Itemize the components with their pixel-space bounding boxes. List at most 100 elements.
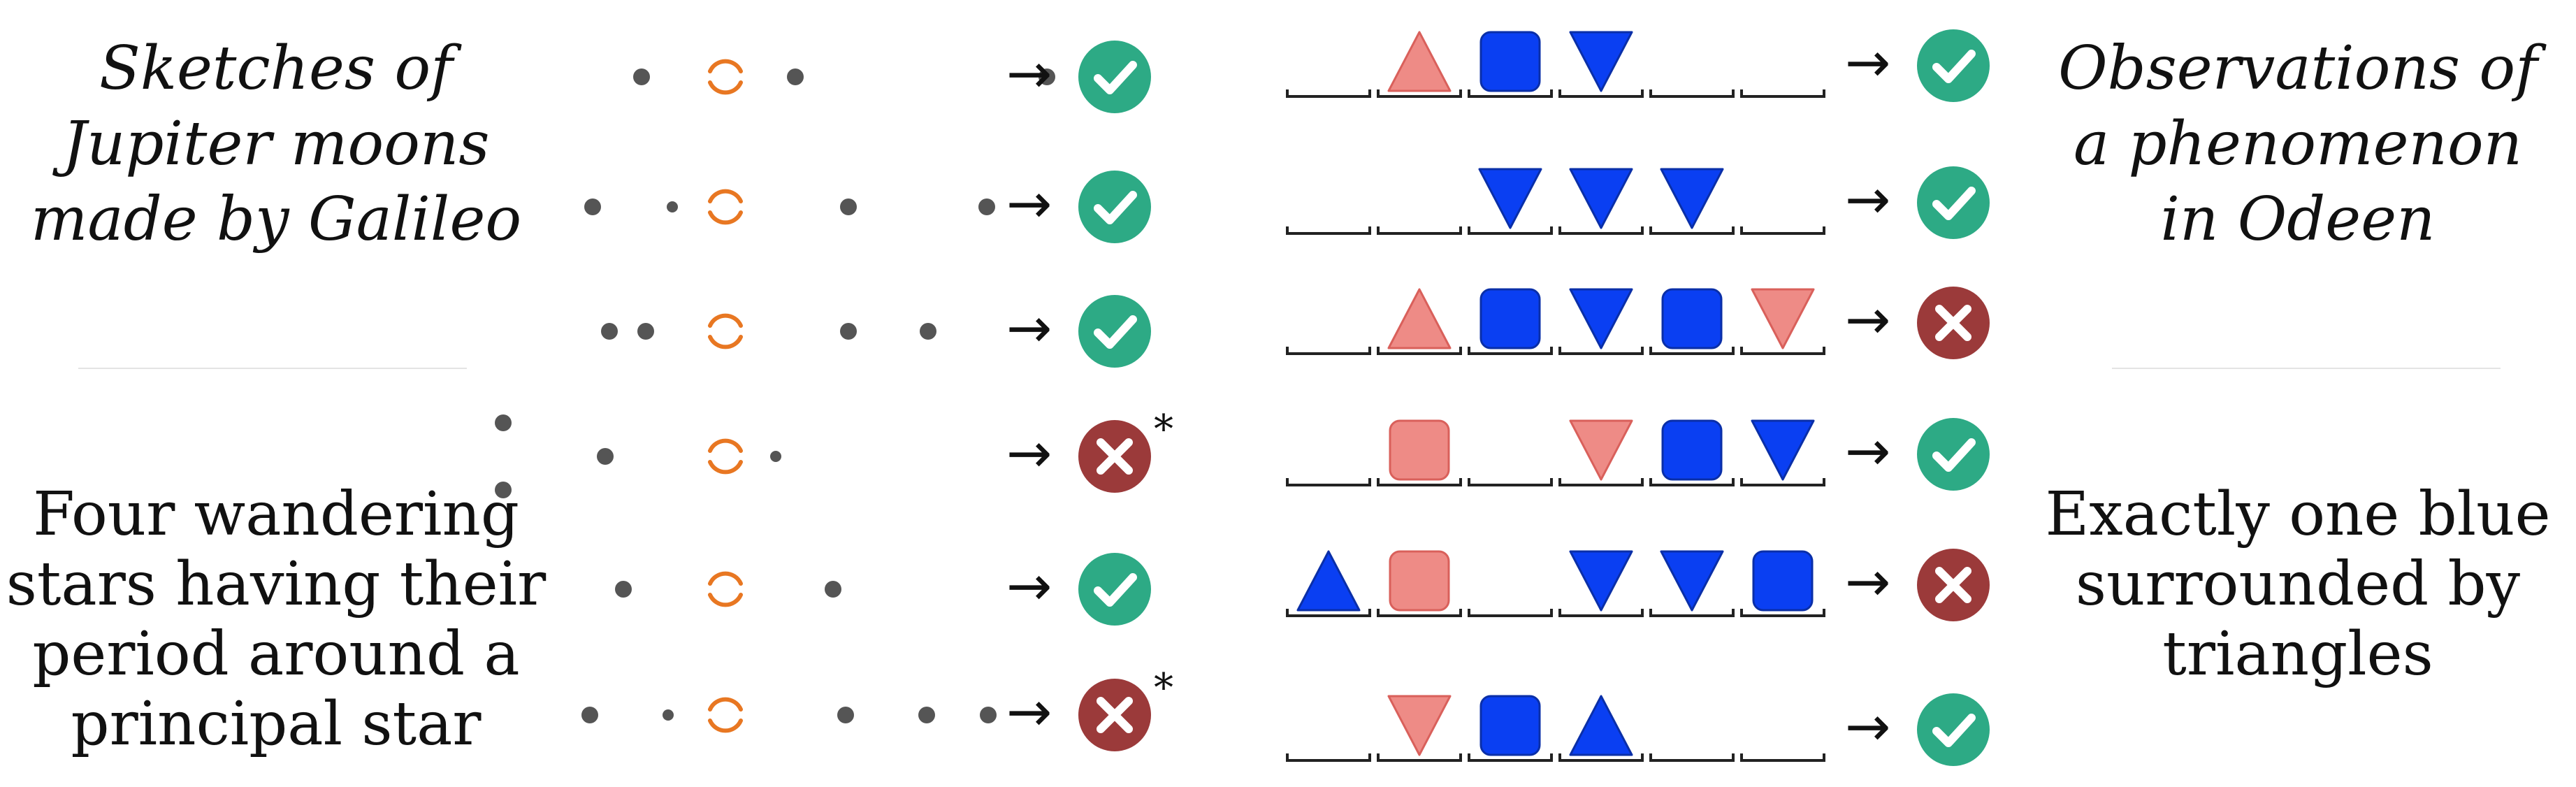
blue-square-shape [1661, 288, 1723, 349]
moon-dot-icon [980, 707, 997, 723]
moon-dot-icon [837, 707, 854, 723]
checkmark-circle-icon [1078, 41, 1151, 113]
check-mark [1932, 438, 1976, 472]
slot-bracket [1286, 226, 1371, 235]
odeen-row [1286, 168, 1825, 235]
slot-bracket [1558, 226, 1644, 235]
status-circle [1917, 693, 1990, 766]
slot-bracket [1377, 609, 1462, 617]
status-circle [1078, 553, 1151, 626]
slot-bracket [1740, 609, 1825, 617]
slot-bracket [1649, 753, 1735, 762]
slot-bracket [1468, 478, 1553, 486]
arrow: → [1006, 297, 1052, 360]
arrow: → [1845, 695, 1890, 758]
moon-dot-icon [978, 198, 995, 215]
checkmark-circle-icon [1917, 418, 1990, 491]
blue-square-shape [1479, 31, 1541, 92]
moon-dot-icon [597, 448, 614, 465]
jupiter-icon [708, 438, 743, 475]
slot-bracket [1558, 478, 1644, 486]
odeen-slot [1740, 419, 1825, 486]
planet-arc-top [708, 438, 743, 453]
blue-up-shape [1569, 695, 1633, 756]
slot-bracket [1377, 478, 1462, 486]
slot-bracket [1468, 753, 1553, 762]
moon-dot-icon [601, 323, 618, 340]
galileo-row [615, 571, 841, 607]
arrow: → [1845, 289, 1890, 352]
right-divider [2112, 368, 2501, 369]
planet-arc-bottom [708, 593, 743, 607]
galileo-title-line: Jupiter moons [62, 109, 490, 179]
galileo-title-line: made by Galileo [30, 185, 522, 254]
check-mark [1094, 573, 1137, 607]
slot-bracket [1558, 753, 1644, 762]
slot-bracket [1649, 226, 1735, 235]
moon-dot-icon [840, 198, 857, 215]
blue-down-shape [1569, 288, 1633, 349]
odeen-slot [1740, 89, 1825, 98]
status-circle [1078, 41, 1151, 113]
slot-bracket [1740, 347, 1825, 355]
odeen-slot [1649, 753, 1735, 762]
slot-bracket [1740, 89, 1825, 98]
galileo-title-line: Sketches of [99, 34, 453, 103]
moon-dot-icon [770, 451, 781, 462]
checkmark-circle-icon [1078, 295, 1151, 368]
galileo-rule-line: principal star [71, 689, 482, 759]
planet-arc-top [708, 313, 743, 328]
odeen-title-line: a phenomenon [2073, 109, 2523, 179]
jupiter-icon [708, 59, 743, 95]
planet-arc-top [708, 697, 743, 712]
pink-down-shape [1387, 695, 1452, 756]
odeen-row [1286, 550, 1825, 617]
cross-circle-icon [1078, 679, 1151, 751]
checkmark-circle-icon [1078, 553, 1151, 626]
slot-bracket [1468, 226, 1553, 235]
slot-bracket [1558, 609, 1644, 617]
slot-bracket [1468, 347, 1553, 355]
blue-down-shape [1569, 168, 1633, 229]
pink-square-shape [1389, 419, 1450, 481]
arrow: → [1006, 555, 1052, 618]
odeen-slot [1649, 288, 1735, 355]
check-mark [1094, 315, 1137, 349]
odeen-slot [1649, 550, 1735, 617]
blue-down-shape [1569, 550, 1633, 612]
planet-arc-bottom [708, 719, 743, 733]
odeen-slot [1377, 288, 1462, 355]
check-mark [1094, 191, 1137, 224]
odeen-slot [1558, 31, 1644, 98]
cross-circle-icon [1917, 287, 1990, 359]
odeen-slot [1377, 419, 1462, 486]
slot-bracket [1468, 609, 1553, 617]
galileo-title: Sketches of Jupiter moons made by Galile… [0, 31, 552, 257]
blue-square-shape [1479, 695, 1541, 756]
slot-bracket [1649, 478, 1735, 486]
slot-bracket [1649, 609, 1735, 617]
slot-bracket [1649, 347, 1735, 355]
odeen-title: Observations of a phenomenon in Odeen [2020, 31, 2576, 257]
odeen-slot [1649, 419, 1735, 486]
status-circle [1078, 295, 1151, 368]
galileo-rule-line: Four wandering [33, 479, 519, 549]
slot-bracket [1558, 89, 1644, 98]
pink-down-shape [1569, 419, 1633, 481]
slot-bracket [1286, 478, 1371, 486]
blue-square-shape [1752, 550, 1814, 612]
jupiter-icon [708, 313, 743, 349]
galileo-rule-line: period around a [32, 619, 520, 689]
odeen-slot [1377, 695, 1462, 762]
slot-bracket [1649, 89, 1735, 98]
checkmark-circle-icon [1917, 29, 1990, 102]
pink-square-shape [1389, 550, 1450, 612]
cross-mark [1935, 305, 1971, 341]
blue-square-shape [1479, 288, 1541, 349]
odeen-slot [1468, 31, 1553, 98]
galileo-row [633, 59, 1055, 95]
odeen-slot [1558, 550, 1644, 617]
odeen-slot [1558, 168, 1644, 235]
odeen-slot [1649, 168, 1735, 235]
